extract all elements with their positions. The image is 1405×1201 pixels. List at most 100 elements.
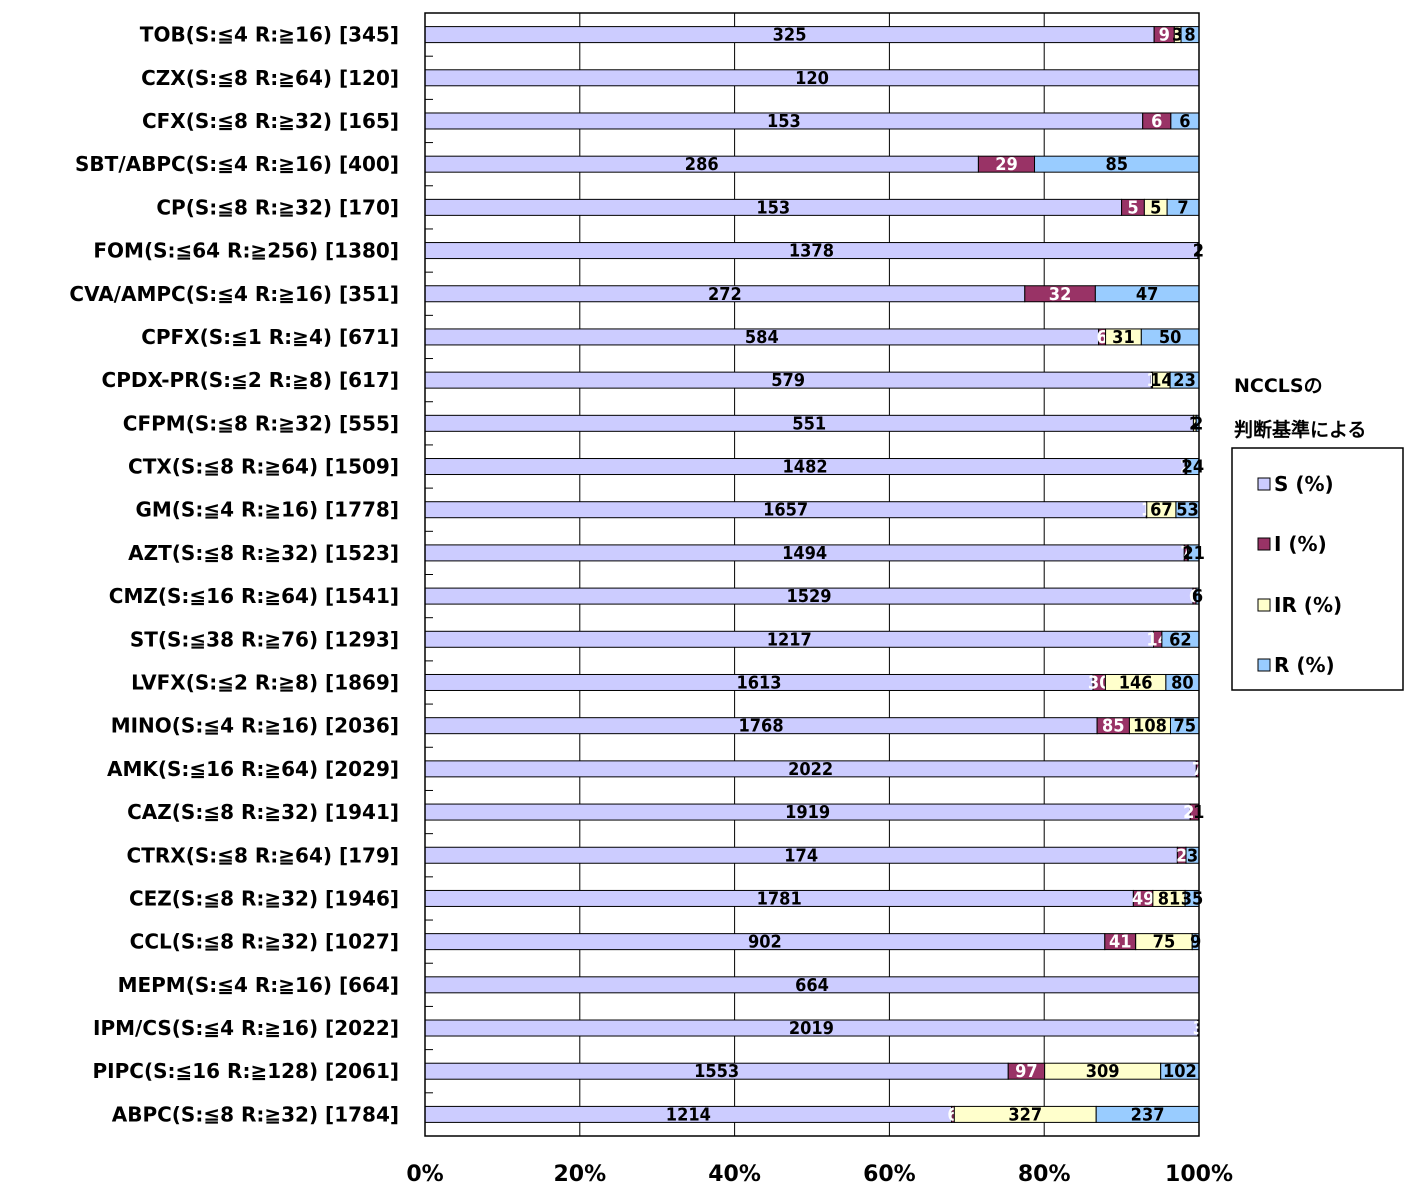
category-label: TOB(S:≦4 R:≧16) [345] bbox=[140, 23, 399, 47]
data-label-i: 7 bbox=[1180, 543, 1191, 564]
legend-item-ir: IR (%) bbox=[1257, 593, 1342, 617]
data-label-ir: 327 bbox=[1008, 1104, 1042, 1125]
data-label-s: 1553 bbox=[694, 1061, 739, 1082]
data-label-ir: 108 bbox=[1133, 716, 1167, 737]
x-tick-label: 0% bbox=[406, 1162, 443, 1187]
data-label-r: 35 bbox=[1181, 888, 1204, 909]
category-label: CVA/AMPC(S:≦4 R:≧16) [351] bbox=[69, 282, 399, 306]
category-label: MEPM(S:≦4 R:≧16) [664] bbox=[118, 973, 399, 997]
legend-item-r: R (%) bbox=[1257, 653, 1335, 677]
data-label-ir: 31 bbox=[1112, 327, 1135, 348]
data-label-ir: 75 bbox=[1153, 932, 1176, 953]
category-label: CAZ(S:≦8 R:≧32) [1941] bbox=[127, 800, 399, 824]
data-label-s: 1781 bbox=[757, 888, 802, 909]
category-label: CEZ(S:≦8 R:≧32) [1946] bbox=[129, 886, 399, 910]
data-label-s: 1613 bbox=[736, 672, 781, 693]
data-label-s: 1919 bbox=[785, 802, 830, 823]
data-label-i: 85 bbox=[1102, 716, 1125, 737]
category-label: ABPC(S:≦8 R:≧32) [1784] bbox=[112, 1102, 399, 1126]
category-label: SBT/ABPC(S:≦4 R:≧16) [400] bbox=[75, 152, 399, 176]
category-label: GM(S:≦4 R:≧16) [1778] bbox=[135, 498, 399, 522]
data-label-i: 97 bbox=[1015, 1061, 1038, 1082]
x-tick-label: 100% bbox=[1165, 1162, 1233, 1187]
data-label-i: 2 bbox=[1176, 845, 1187, 866]
data-label-s: 1214 bbox=[666, 1104, 711, 1125]
category-label: FOM(S:≦64 R:≧256) [1380] bbox=[93, 239, 399, 263]
category-label: AZT(S:≦8 R:≧32) [1523] bbox=[128, 541, 399, 565]
category-label: CPFX(S:≦1 R:≧4) [671] bbox=[141, 325, 399, 349]
data-label-i: 30 bbox=[1088, 672, 1111, 693]
legend-item-s: S (%) bbox=[1257, 472, 1334, 496]
x-tick-label: 40% bbox=[708, 1162, 761, 1187]
category-label: AMK(S:≦16 R:≧64) [2029] bbox=[107, 757, 399, 781]
data-label-i: 6 bbox=[1151, 111, 1162, 132]
legend-swatch-r bbox=[1257, 658, 1271, 672]
data-label-i: 2 bbox=[1180, 457, 1191, 478]
data-label-ir: 309 bbox=[1086, 1061, 1120, 1082]
data-label-r: 9 bbox=[1190, 932, 1201, 953]
data-label-s: 1529 bbox=[786, 586, 831, 607]
data-label-s: 2019 bbox=[789, 1018, 834, 1039]
data-label-r: 75 bbox=[1173, 716, 1196, 737]
category-label: CTX(S:≦8 R:≧64) [1509] bbox=[128, 455, 399, 479]
legend-swatch-s bbox=[1257, 477, 1271, 491]
data-label-ir: 81 bbox=[1158, 888, 1181, 909]
data-label-ir: 5 bbox=[1150, 197, 1161, 218]
legend-label-i: I (%) bbox=[1274, 532, 1327, 556]
category-label: CFX(S:≦8 R:≧32) [165] bbox=[142, 109, 399, 133]
data-label-s: 1482 bbox=[783, 457, 828, 478]
legend-label-r: R (%) bbox=[1274, 653, 1335, 677]
category-label: CTRX(S:≦8 R:≧64) [179] bbox=[127, 843, 399, 867]
category-label: MINO(S:≦4 R:≧16) [2036] bbox=[111, 714, 399, 738]
category-label: CZX(S:≦8 R:≧64) [120] bbox=[141, 66, 399, 90]
data-label-s: 902 bbox=[748, 932, 782, 953]
data-label-i: 6 bbox=[1189, 586, 1200, 607]
data-label-s: 579 bbox=[771, 370, 805, 391]
data-label-ir: 2 bbox=[1189, 413, 1200, 434]
legend-item-i: I (%) bbox=[1257, 532, 1327, 556]
data-label-i: 32 bbox=[1049, 284, 1072, 305]
legend-swatch-i bbox=[1257, 537, 1271, 551]
category-label: CFPM(S:≦8 R:≧32) [555] bbox=[123, 411, 399, 435]
x-tick-label: 60% bbox=[863, 1162, 916, 1187]
data-label-r: 102 bbox=[1163, 1061, 1197, 1082]
category-label: CPDX-PR(S:≦2 R:≧8) [617] bbox=[102, 368, 399, 392]
data-label-i: 6 bbox=[947, 1104, 958, 1125]
category-label: PIPC(S:≦16 R:≧128) [2061] bbox=[93, 1059, 399, 1083]
legend-label-s: S (%) bbox=[1274, 472, 1334, 496]
category-label: LVFX(S:≦2 R:≧8) [1869] bbox=[131, 670, 399, 694]
data-label-s: 1378 bbox=[789, 241, 834, 262]
legend-title-line2: 判断基準による bbox=[1234, 418, 1366, 441]
data-label-r: 47 bbox=[1136, 284, 1159, 305]
data-label-r: 53 bbox=[1176, 500, 1199, 521]
data-label-r: 6 bbox=[1192, 586, 1203, 607]
plot-frame bbox=[424, 12, 1200, 1137]
data-label-r: 80 bbox=[1171, 672, 1194, 693]
data-label-s: 1494 bbox=[782, 543, 827, 564]
data-label-s: 584 bbox=[745, 327, 779, 348]
category-label: CMZ(S:≦16 R:≧64) [1541] bbox=[109, 584, 399, 608]
legend-label-ir: IR (%) bbox=[1274, 593, 1342, 617]
data-label-s: 174 bbox=[784, 845, 818, 866]
data-label-s: 286 bbox=[685, 154, 719, 175]
data-label-i: 6 bbox=[1096, 327, 1107, 348]
data-label-ir: 3 bbox=[1172, 25, 1183, 46]
data-label-ir: 67 bbox=[1150, 500, 1173, 521]
data-label-r: 85 bbox=[1105, 154, 1128, 175]
data-label-r: 2 bbox=[1192, 413, 1203, 434]
data-label-r: 24 bbox=[1182, 457, 1205, 478]
category-label: CP(S:≦8 R:≧32) [170] bbox=[156, 195, 399, 219]
data-label-r: 62 bbox=[1169, 629, 1192, 650]
category-label: IPM/CS(S:≦4 R:≧16) [2022] bbox=[93, 1016, 399, 1040]
data-label-i: 41 bbox=[1109, 932, 1132, 953]
x-tick-label: 20% bbox=[553, 1162, 606, 1187]
data-label-r: 23 bbox=[1173, 370, 1196, 391]
category-label: ST(S:≦38 R:≧76) [1293] bbox=[130, 627, 399, 651]
data-label-r: 21 bbox=[1182, 543, 1205, 564]
data-label-s: 1217 bbox=[767, 629, 812, 650]
legend-swatch-ir bbox=[1257, 598, 1271, 612]
data-label-i: 9 bbox=[1159, 25, 1170, 46]
data-label-ir: 146 bbox=[1119, 672, 1153, 693]
data-label-s: 1768 bbox=[739, 716, 784, 737]
